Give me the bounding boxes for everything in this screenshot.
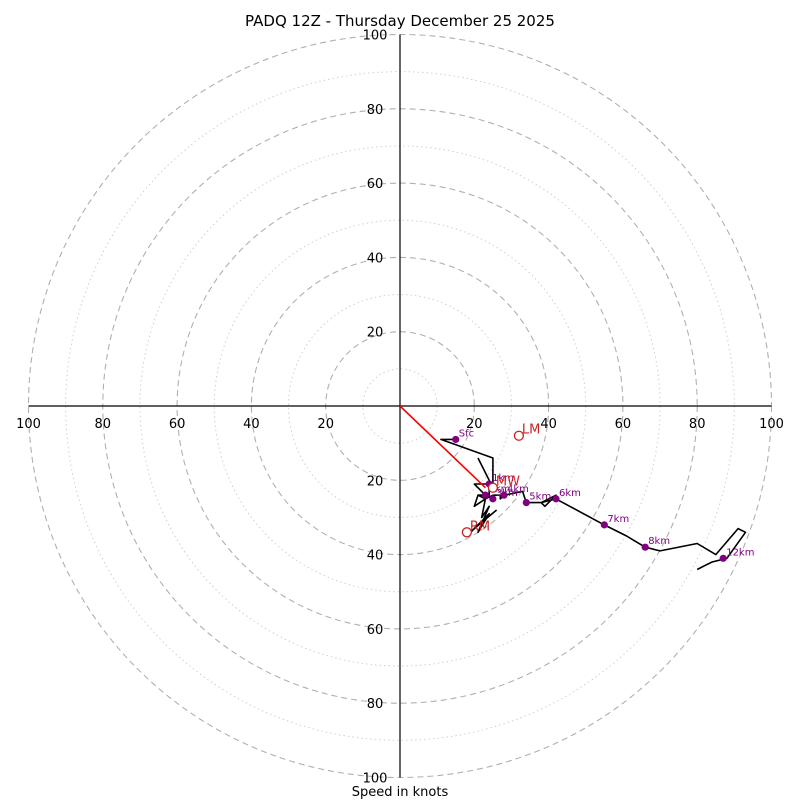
storm-motion-mw: [487, 482, 499, 493]
wind-trace: [440, 438, 747, 571]
storm-motion-rm: [461, 527, 473, 538]
tick-y-top-2: 60: [367, 177, 384, 192]
tick-x-right-2: 60: [615, 417, 632, 432]
shear-vector-line: [399, 405, 486, 489]
height-marker-12km: [719, 554, 727, 562]
height-marker-3km: [489, 495, 497, 503]
height-marker-4km: [500, 491, 508, 499]
tick-x-right-0: 20: [466, 417, 483, 432]
height-marker-sfc: [452, 435, 460, 444]
height-label-7km: 7km: [607, 514, 629, 525]
tick-x-left-4: 20: [317, 417, 334, 432]
tick-y-top-0: 100: [363, 29, 388, 44]
height-label-8km: 8km: [648, 536, 670, 547]
height-label-2km: 2km: [488, 484, 510, 495]
tick-y-bottom-2: 60: [367, 623, 384, 638]
height-marker-2km: [481, 491, 490, 499]
height-label-1km: 1km: [492, 473, 514, 484]
tick-x-left-1: 80: [95, 417, 112, 432]
tick-y-bottom-0: 20: [367, 474, 384, 489]
tick-x-right-3: 80: [689, 417, 706, 432]
storm-motion-markers: LM MW RM: [461, 423, 540, 538]
chart-title: PADQ 12Z - Thursday December 25 2025: [245, 12, 555, 30]
tick-y-top-4: 20: [367, 326, 384, 341]
storm-motion-lm: [513, 430, 525, 441]
height-marker-7km: [600, 521, 608, 529]
height-marker-8km: [641, 543, 649, 551]
x-axis-label: Speed in knots: [352, 785, 449, 800]
height-label-12km: 12km: [726, 547, 754, 558]
tick-y-bottom-4: 100: [363, 772, 388, 787]
height-label-6km: 6km: [559, 488, 581, 499]
tick-y-bottom-3: 80: [367, 697, 384, 712]
tick-labels: 100 80 60 40 20 20 40 60 80 100 100 80 60 40 20 20 40 60 8…: [16, 29, 784, 787]
storm-motion-label-mw: MW: [496, 475, 520, 490]
tick-x-left-2: 60: [169, 417, 186, 432]
tick-y-bottom-1: 40: [367, 549, 384, 564]
tick-y-top-1: 80: [367, 103, 384, 118]
height-markers: Sfc1km2km3km4km5km6km7km8km12km: [452, 428, 754, 562]
height-label-5km: 5km: [529, 492, 551, 503]
height-label-4km: 4km: [507, 484, 529, 495]
height-marker-6km: [552, 495, 560, 503]
tick-x-left-0: 100: [16, 417, 41, 432]
tick-x-right-4: 100: [759, 417, 784, 432]
tick-x-left-3: 40: [243, 417, 260, 432]
tick-y-top-3: 40: [367, 251, 384, 266]
height-label-sfc: Sfc: [459, 428, 474, 439]
height-marker-5km: [522, 498, 530, 507]
tick-x-right-1: 40: [540, 417, 557, 432]
storm-motion-label-rm: RM: [470, 519, 490, 534]
storm-motion-label-lm: LM: [522, 423, 540, 438]
